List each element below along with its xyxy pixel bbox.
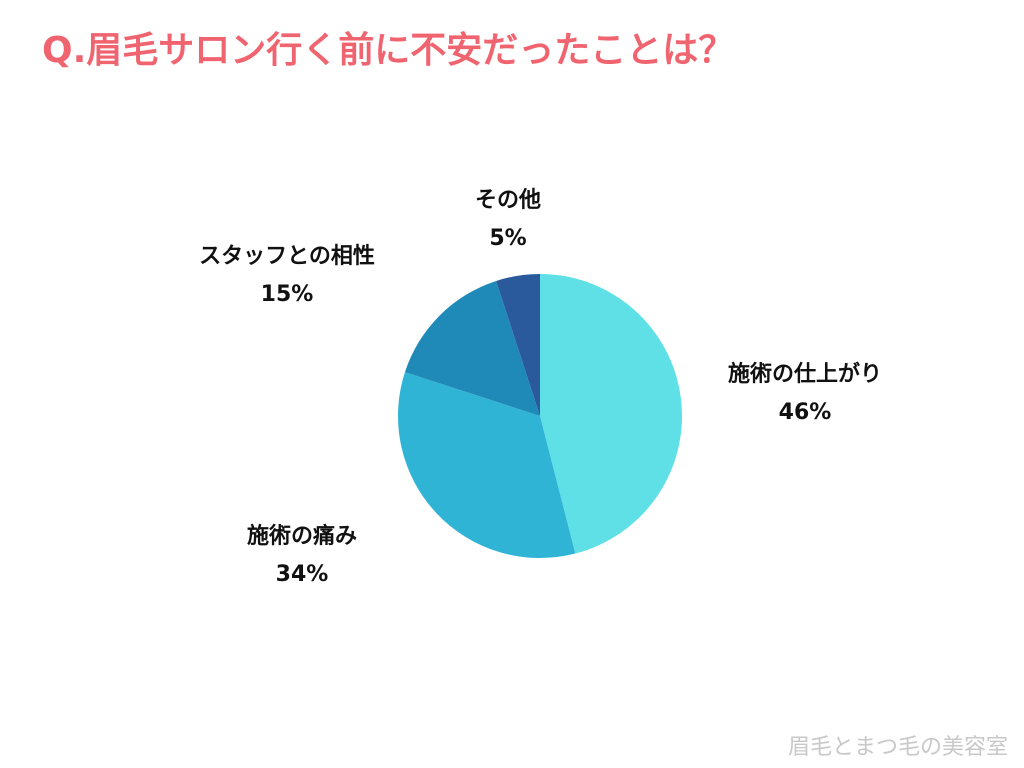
slice-label: 施術の痛み bbox=[247, 523, 357, 549]
pie-slice bbox=[404, 280, 540, 416]
slice-label: 施術の仕上がり bbox=[728, 361, 882, 387]
slice-value-label: 5% bbox=[489, 226, 526, 251]
watermark: 眉毛とまつ毛の美容室 bbox=[788, 735, 1008, 760]
slice-value-label: 34% bbox=[276, 562, 329, 587]
pie-slice bbox=[398, 372, 576, 559]
slice-label: その他 bbox=[475, 188, 541, 213]
pie-slice bbox=[540, 274, 683, 554]
slice-label: スタッフとの相性 bbox=[199, 244, 375, 269]
slice-value-label: 15% bbox=[261, 282, 314, 307]
pie-slice bbox=[496, 274, 540, 416]
slice-value-label: 46% bbox=[779, 400, 832, 425]
chart-title: Q.眉毛サロン行く前に不安だったことは？ bbox=[42, 30, 734, 71]
